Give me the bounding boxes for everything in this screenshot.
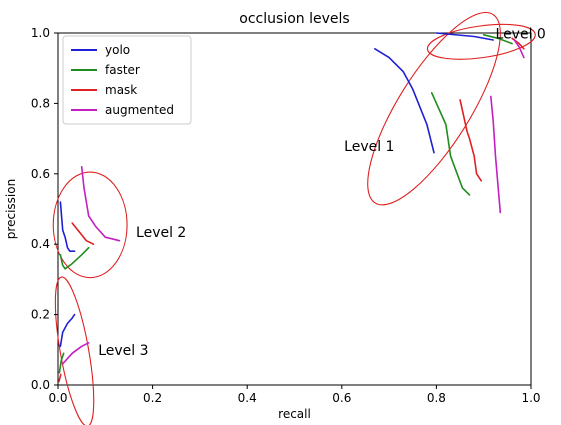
highlight-ellipse-1 [367,11,501,206]
faster-line-segment-1 [430,92,471,196]
chart-title: occlusion levels [239,11,349,27]
x-tick-label: 0.0 [48,391,67,405]
y-axis-ticks: 0.0 0.2 0.4 0.6 0.8 1.0 [31,26,58,392]
y-axis-label: precission [4,179,18,239]
augmented-line-segment-3 [61,341,90,365]
level-annotations: Level 0 Level 1 Level 2 Level 3 [98,26,546,359]
series-augmented [61,39,525,365]
mask-line-segment-1 [459,99,483,182]
yolo-line-segment-1 [374,47,435,154]
x-tick-label: 1.0 [521,391,540,405]
legend-box [62,35,192,125]
level-annotation-0: Level 0 [496,26,546,42]
plot-border [57,32,532,386]
series-lines [58,32,525,383]
faster-line-segment-2 [59,246,90,270]
plot-frame [57,32,532,386]
yolo-line-segment-0 [435,32,495,41]
x-tick-label: 0.2 [143,391,162,405]
faster-line-segment-3 [58,352,65,374]
highlight-ellipse-0 [426,23,536,60]
level-annotation-2: Level 2 [136,225,186,241]
mask-line-segment-2 [71,222,95,245]
legend: yolo faster mask augmented [62,35,192,125]
y-tick-label: 0.2 [31,308,50,322]
y-tick-label: 0.6 [31,167,50,181]
legend-label-yolo: yolo [105,43,130,57]
highlight-ellipse-3 [54,276,95,425]
augmented-line-segment-2 [80,166,121,242]
highlight-ellipse-2 [52,171,128,279]
legend-label-faster: faster [105,63,140,77]
augmented-line-segment-1 [489,95,502,214]
x-tick-label: 0.4 [238,391,257,405]
highlight-ellipses [52,11,536,425]
series-faster [58,33,513,374]
legend-label-augmented: augmented [105,103,174,117]
series-yolo [59,32,495,348]
yolo-line-segment-3 [59,313,76,348]
x-tick-label: 0.6 [332,391,351,405]
level-annotation-3: Level 3 [98,343,148,359]
yolo-line-segment-2 [59,201,76,252]
level-annotation-1: Level 1 [344,139,394,155]
faster-line-segment-0 [482,33,513,45]
y-tick-label: 0.8 [31,96,50,110]
y-tick-label: 1.0 [31,26,50,40]
y-tick-label: 0.0 [31,378,50,392]
y-tick-label: 0.4 [31,237,50,251]
x-axis-label: recall [278,407,311,421]
mask-line-segment-3 [58,373,62,383]
legend-label-mask: mask [105,83,137,97]
x-axis-ticks: 0.0 0.2 0.4 0.6 0.8 1.0 [48,385,541,405]
x-tick-label: 0.8 [427,391,446,405]
augmented-line-segment-0 [513,39,525,59]
